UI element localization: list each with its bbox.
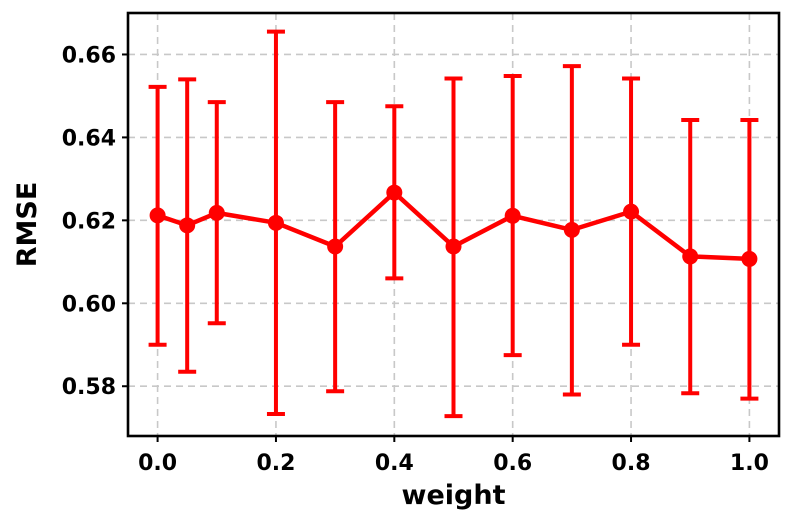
y-axis-label: RMSE bbox=[12, 182, 43, 268]
data-point bbox=[208, 204, 225, 221]
data-points bbox=[149, 184, 758, 267]
x-tick-label: 0.4 bbox=[375, 451, 414, 476]
x-tick-label: 1.0 bbox=[730, 451, 769, 476]
y-tick-label: 0.66 bbox=[62, 43, 116, 68]
axis-ticks: 0.0 0.2 0.4 0.6 0.8 1.0 0.58 0.60 0.62 0.64 0.66 bbox=[62, 43, 769, 476]
error-bars bbox=[148, 29, 759, 419]
data-point bbox=[741, 250, 758, 267]
x-tick-label: 0.0 bbox=[138, 451, 177, 476]
data-point bbox=[149, 207, 166, 224]
x-tick-label: 0.6 bbox=[493, 451, 532, 476]
x-tick-label: 0.8 bbox=[612, 451, 651, 476]
y-tick-label: 0.60 bbox=[62, 292, 116, 317]
x-tick-label: 0.2 bbox=[256, 451, 295, 476]
data-point bbox=[386, 184, 403, 201]
plot-frame bbox=[126, 11, 781, 438]
data-point bbox=[623, 203, 640, 220]
x-axis-label: weight bbox=[402, 480, 506, 511]
y-tick-label: 0.62 bbox=[62, 209, 116, 234]
data-point bbox=[327, 238, 344, 255]
data-point bbox=[682, 248, 699, 265]
data-point bbox=[563, 221, 580, 238]
y-tick-label: 0.64 bbox=[62, 126, 116, 151]
data-point bbox=[504, 207, 521, 224]
data-point bbox=[267, 214, 284, 231]
data-point bbox=[179, 217, 196, 234]
y-tick-label: 0.58 bbox=[62, 375, 116, 400]
data-point bbox=[445, 238, 462, 255]
